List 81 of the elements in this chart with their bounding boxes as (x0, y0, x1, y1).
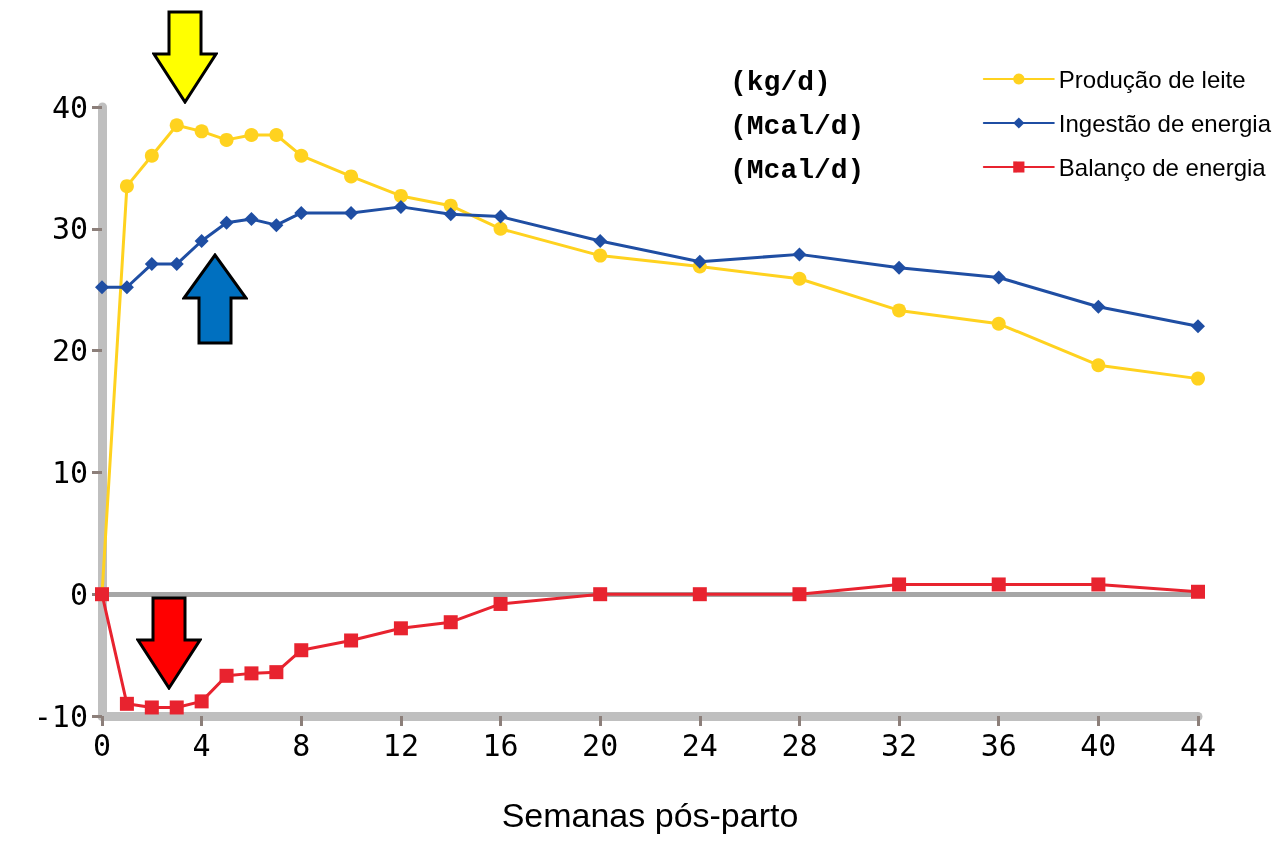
point (194, 124, 209, 139)
point (144, 700, 159, 715)
y-tick-label: 40 (51, 89, 88, 125)
point (593, 248, 608, 263)
point (393, 188, 408, 203)
x-tick-label: 24 (681, 727, 718, 763)
point (194, 694, 209, 709)
point (892, 260, 907, 275)
point (344, 169, 359, 184)
annotation: (Mcal/d) (730, 154, 865, 186)
point (1091, 577, 1106, 592)
point (593, 587, 608, 602)
point (991, 577, 1006, 592)
point (344, 205, 359, 220)
point (792, 247, 807, 262)
point (119, 696, 134, 711)
point (119, 280, 134, 295)
point (294, 205, 309, 220)
point (244, 666, 259, 681)
point (269, 665, 284, 680)
point (1091, 299, 1106, 314)
point (493, 209, 508, 224)
point (169, 257, 184, 272)
point (593, 233, 608, 248)
point (692, 254, 707, 269)
x-tick-label: 28 (781, 727, 818, 763)
x-tick-label: 32 (881, 727, 918, 763)
point (991, 270, 1006, 285)
point (219, 215, 234, 230)
y-tick-label: 0 (69, 576, 88, 612)
x-tick-label: 8 (292, 727, 311, 763)
point (792, 587, 807, 602)
point (493, 221, 508, 236)
point (692, 587, 707, 602)
point (95, 280, 109, 295)
point (219, 132, 234, 147)
point (144, 148, 159, 163)
point (119, 179, 134, 194)
legend-label: Ingestão de energia (1058, 109, 1272, 137)
x-tick-label: 12 (382, 727, 419, 763)
point (493, 596, 508, 611)
x-tick-label: 40 (1080, 727, 1117, 763)
legend-label: Balanço de energia (1058, 153, 1267, 181)
point (1091, 358, 1106, 373)
y-tick-label: 10 (51, 454, 88, 490)
point (393, 199, 408, 214)
point (792, 271, 807, 286)
point (269, 218, 284, 233)
point (443, 615, 458, 630)
y-tick-label: -10 (33, 698, 88, 734)
point (169, 700, 184, 715)
point (344, 633, 359, 648)
point (443, 207, 458, 222)
x-tick-label: 36 (980, 727, 1017, 763)
point (1191, 319, 1205, 334)
point (294, 148, 309, 163)
y-tick-label: 20 (51, 333, 88, 369)
text: (kg/d) (730, 66, 831, 98)
legend-label: Produção de leite (1058, 65, 1246, 93)
point (244, 128, 259, 143)
point (1191, 584, 1205, 599)
x-tick-label: 16 (482, 727, 519, 763)
point (294, 643, 309, 658)
annotation: (Mcal/d) (730, 110, 865, 142)
x-tick-label: 44 (1179, 727, 1217, 763)
point (219, 668, 234, 683)
point (194, 233, 209, 248)
x-axis-title: Semanas pós-parto (501, 796, 799, 834)
point (169, 118, 184, 133)
x-tick-label: 0 (92, 727, 112, 763)
point (892, 303, 907, 318)
point (244, 212, 259, 227)
point (892, 577, 907, 592)
point (1191, 371, 1205, 386)
point (144, 257, 159, 272)
y-tick-label: 30 (51, 211, 88, 247)
x-tick-label: 20 (582, 727, 619, 763)
point (269, 128, 284, 143)
point (393, 621, 408, 636)
x-tick-label: 4 (192, 727, 211, 763)
point (991, 316, 1006, 331)
